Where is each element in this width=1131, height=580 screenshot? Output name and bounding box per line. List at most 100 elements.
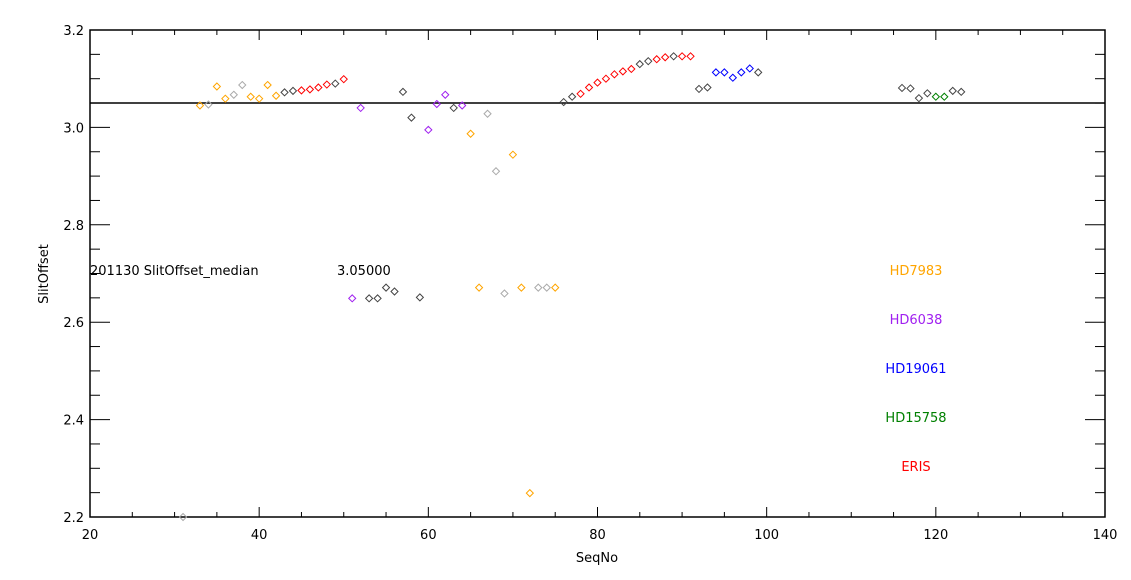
data-point	[567, 92, 577, 101]
data-point	[610, 70, 619, 79]
median-annotation-value: 3.05000	[337, 264, 391, 279]
data-point	[694, 84, 704, 94]
data-point	[923, 89, 932, 98]
data-point	[424, 125, 433, 135]
data-point	[948, 86, 957, 96]
data-point	[957, 87, 966, 97]
data-point	[940, 92, 949, 101]
data-point	[745, 64, 754, 73]
y-axis-label: SlitOffset	[37, 244, 52, 304]
data-point	[356, 103, 365, 113]
data-point	[559, 97, 568, 107]
data-point	[593, 78, 602, 87]
data-point	[212, 82, 222, 91]
data-point	[221, 94, 230, 103]
data-point	[474, 283, 484, 292]
data-point	[229, 90, 238, 99]
data-point	[635, 59, 644, 69]
legend-entry: HD7983	[890, 264, 943, 279]
data-point	[551, 283, 560, 292]
data-point	[178, 512, 188, 522]
data-point	[254, 94, 264, 103]
data-point	[508, 150, 518, 159]
x-tick-label: 140	[1093, 528, 1118, 543]
data-point	[288, 86, 298, 96]
data-point	[728, 73, 738, 82]
median-annotation-label: 201130 SlitOffset_median	[90, 264, 259, 279]
data-point	[931, 92, 941, 101]
data-point	[204, 100, 213, 109]
data-point	[627, 64, 636, 74]
data-point	[348, 294, 357, 303]
legend-entry: HD6038	[890, 313, 943, 328]
data-point	[466, 129, 475, 138]
data-point	[432, 99, 441, 109]
y-tick-label: 2.8	[63, 219, 84, 234]
data-point	[584, 83, 594, 92]
data-point	[711, 68, 721, 77]
x-tick-label: 20	[82, 528, 99, 543]
data-point	[720, 68, 729, 77]
data-point	[381, 283, 391, 292]
y-tick-label: 3.0	[63, 121, 84, 136]
data-point	[271, 91, 281, 100]
data-point	[373, 294, 382, 303]
data-point	[195, 101, 205, 110]
data-point	[576, 89, 585, 99]
legend-entry: ERIS	[901, 460, 930, 475]
data-point	[441, 90, 450, 99]
data-point	[339, 74, 348, 84]
data-point	[914, 93, 924, 103]
y-tick-label: 2.6	[63, 316, 84, 331]
data-point	[246, 92, 255, 101]
data-point	[534, 283, 543, 292]
data-point	[686, 52, 695, 61]
data-point	[280, 88, 289, 97]
data-point	[305, 85, 315, 94]
data-point	[390, 287, 399, 296]
data-point	[238, 80, 247, 90]
data-point	[415, 293, 425, 302]
data-point	[525, 488, 535, 498]
x-tick-label: 120	[923, 528, 948, 543]
data-point	[754, 68, 763, 77]
data-point	[906, 84, 915, 93]
y-tick-label: 2.4	[63, 414, 84, 429]
data-point	[331, 79, 340, 88]
y-tick-label: 3.2	[63, 24, 84, 39]
data-point	[669, 52, 678, 61]
data-point	[398, 87, 408, 97]
x-tick-label: 100	[754, 528, 779, 543]
data-point	[644, 56, 653, 66]
x-tick-label: 60	[420, 528, 437, 543]
data-point	[660, 53, 670, 62]
data-point	[500, 289, 509, 298]
data-point	[322, 80, 332, 89]
data-point	[517, 283, 526, 292]
data-point	[897, 83, 907, 93]
x-tick-label: 80	[589, 528, 606, 543]
x-tick-label: 40	[251, 528, 268, 543]
data-point	[677, 52, 687, 61]
data-point	[601, 74, 611, 83]
data-point	[542, 283, 551, 292]
data-point	[457, 101, 467, 110]
data-point	[364, 294, 374, 303]
data-point	[314, 83, 323, 92]
data-point	[491, 167, 501, 176]
data-point	[407, 113, 416, 122]
legend-entry: HD19061	[885, 362, 946, 377]
data-point	[263, 80, 272, 90]
data-point	[449, 103, 458, 113]
data-point	[297, 86, 306, 95]
data-point	[618, 67, 628, 76]
data-point	[652, 55, 661, 64]
y-tick-label: 2.2	[63, 511, 84, 526]
data-point	[703, 83, 712, 92]
data-point	[737, 68, 746, 77]
legend-entry: HD15758	[885, 411, 946, 426]
data-point	[483, 109, 492, 118]
x-axis-label: SeqNo	[576, 551, 618, 566]
